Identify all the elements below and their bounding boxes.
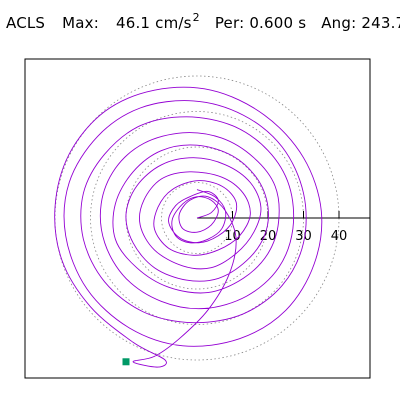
angle-label: Ang: [321,14,357,32]
max-unit: cm/s [155,14,192,32]
max-value: 46.1 [115,14,151,32]
radial-ticks: 10 20 30 40 [224,211,347,244]
period-label: Per: [214,14,245,32]
trace-layer [54,86,323,368]
orbit-trace-0 [54,86,323,368]
max-point-marker [122,358,130,366]
max-unit-exponent: 2 [192,11,200,24]
marker-layer [122,358,130,366]
tick-label-30: 30 [295,229,312,244]
angle-value: 243.7 [361,14,400,32]
tick-label-40: 40 [331,229,348,244]
plot-header: ACLS Max: 46.1 cm/s2 Per: 0.600 s Ang: 2… [6,11,400,35]
max-label: Max: [62,14,99,32]
component-label: ACLS [6,14,46,32]
tick-label-10: 10 [224,229,241,244]
tick-label-20: 20 [260,229,277,244]
period-value: 0.600 s [249,14,307,32]
